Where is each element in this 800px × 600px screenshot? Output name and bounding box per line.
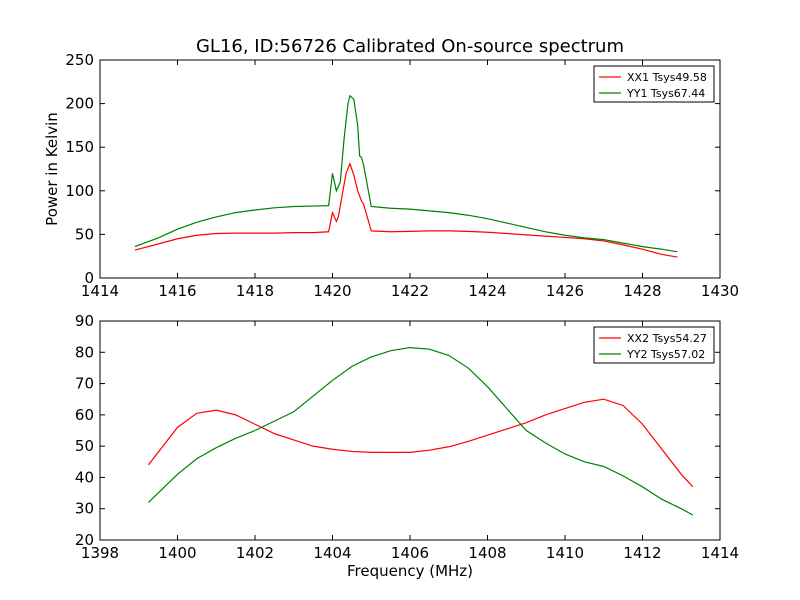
y-tick-label: 200	[65, 95, 94, 113]
x-tick-label: 1406	[391, 544, 429, 562]
x-tick-label: 1404	[313, 544, 351, 562]
x-tick-label: 1414	[701, 544, 739, 562]
y-tick-label: 70	[75, 375, 94, 393]
x-tick-label: 1418	[236, 282, 274, 300]
legend-label: XX2 Tsys54.27	[627, 332, 707, 345]
x-tick-label: 1416	[158, 282, 196, 300]
x-tick-label: 1424	[468, 282, 506, 300]
y-tick-label: 100	[65, 182, 94, 200]
panel-2: 1398 1400 1402 1404 1406 1408 1410 1412 1414 20 30…	[75, 312, 739, 580]
legend-label: YY2 Tsys57.02	[626, 348, 705, 361]
panel-1: GL16, ID:56726 Calibrated On-source spec…	[43, 36, 739, 300]
y-tick-label: 80	[75, 343, 94, 361]
series-line-1	[134, 162, 678, 258]
x-tick-label: 1420	[313, 282, 351, 300]
y-tick-label: 0	[84, 269, 94, 287]
y-tick-label: 60	[75, 406, 94, 424]
x-tick-label: 1422	[391, 282, 429, 300]
legend-box	[593, 326, 715, 364]
series-line-2	[134, 94, 678, 253]
y-tick-label: 40	[75, 468, 94, 486]
y-axis-label: Power in Kelvin	[43, 112, 61, 226]
y-tick-label: 250	[65, 51, 94, 69]
x-tick-label: 1428	[623, 282, 661, 300]
y-tick-label: 150	[65, 138, 94, 156]
y-tick-label: 90	[75, 312, 94, 330]
legend: XX1 Tsys49.58 YY1 Tsys67.44	[593, 65, 715, 103]
legend-label: YY1 Tsys67.44	[626, 87, 705, 100]
x-tick-label: 1408	[468, 544, 506, 562]
x-axis-label: Frequency (MHz)	[347, 562, 473, 580]
x-tick-label: 1400	[158, 544, 196, 562]
x-tick-label: 1398	[81, 544, 119, 562]
series-line-2	[148, 346, 694, 516]
series-line-1	[147, 398, 694, 488]
x-tick-label: 1414	[81, 282, 119, 300]
x-tick-label: 1410	[546, 544, 584, 562]
x-tick-label: 1402	[236, 544, 274, 562]
chart-title: GL16, ID:56726 Calibrated On-source spec…	[196, 36, 624, 57]
x-tick-label: 1426	[546, 282, 584, 300]
legend-label: XX1 Tsys49.58	[627, 71, 707, 84]
x-tick-label: 1430	[701, 282, 739, 300]
y-tick-label: 30	[75, 500, 94, 518]
legend-box	[593, 65, 715, 103]
y-tick-label: 20	[75, 531, 94, 549]
legend: XX2 Tsys54.27 YY2 Tsys57.02	[593, 326, 715, 364]
x-tick-label: 1412	[623, 544, 661, 562]
y-tick-label: 50	[75, 437, 94, 455]
y-tick-label: 50	[75, 225, 94, 243]
